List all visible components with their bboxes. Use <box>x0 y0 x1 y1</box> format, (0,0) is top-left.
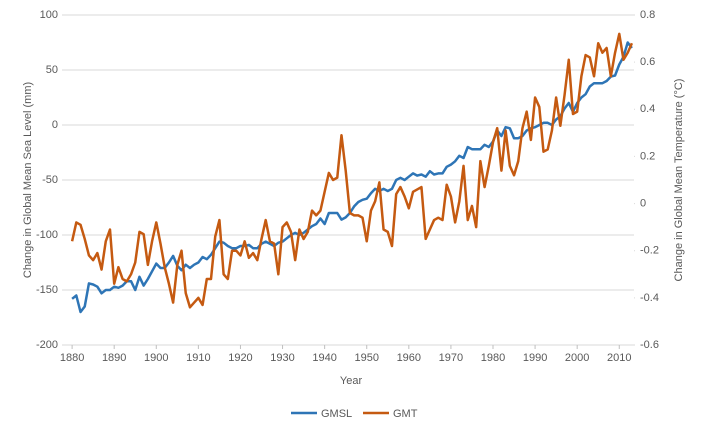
y2-tick-label: 0.4 <box>640 103 655 115</box>
y2-tick-label: 0.2 <box>640 150 655 162</box>
y2-tick-label: -0.2 <box>640 245 659 257</box>
x-tick-label: 2000 <box>565 352 589 364</box>
legend-label: GMT <box>393 408 418 420</box>
y-tick-label: 50 <box>46 64 58 76</box>
y-tick-label: -150 <box>36 284 58 296</box>
x-tick-label: 1910 <box>186 352 210 364</box>
series-line <box>70 32 634 309</box>
y-tick-label: 0 <box>52 119 58 131</box>
x-axis-title: Year <box>340 375 363 387</box>
x-tick-label: 1950 <box>354 352 378 364</box>
y2-tick-label: -0.6 <box>640 339 659 351</box>
y2-tick-label: -0.4 <box>640 292 659 304</box>
y2-tick-label: 0.8 <box>640 9 655 21</box>
y-tick-label: -50 <box>42 174 58 186</box>
x-tick-label: 1930 <box>270 352 294 364</box>
y2-axis-title: Change in Global Mean Temperature (°C) <box>673 79 685 282</box>
x-tick-label: 1980 <box>481 352 505 364</box>
y-tick-label: -100 <box>36 229 58 241</box>
y2-tick-label: 0 <box>640 197 646 209</box>
x-tick-label: 1890 <box>102 352 126 364</box>
x-tick-label: 1940 <box>312 352 336 364</box>
y-axis-title: Change in Global Mean Sea Level (mm) <box>22 82 34 278</box>
x-tick-label: 1880 <box>60 352 84 364</box>
x-tick-label: 1970 <box>439 352 463 364</box>
y2-tick-label: 0.6 <box>640 56 655 68</box>
legend-label: GMSL <box>321 408 352 420</box>
x-tick-label: 1900 <box>144 352 168 364</box>
x-tick-label: 1990 <box>523 352 547 364</box>
x-tick-label: 1960 <box>397 352 421 364</box>
x-tick-label: 2010 <box>607 352 631 364</box>
y-tick-label: -200 <box>36 339 58 351</box>
y-tick-label: 100 <box>40 9 58 21</box>
x-tick-label: 1920 <box>228 352 252 364</box>
